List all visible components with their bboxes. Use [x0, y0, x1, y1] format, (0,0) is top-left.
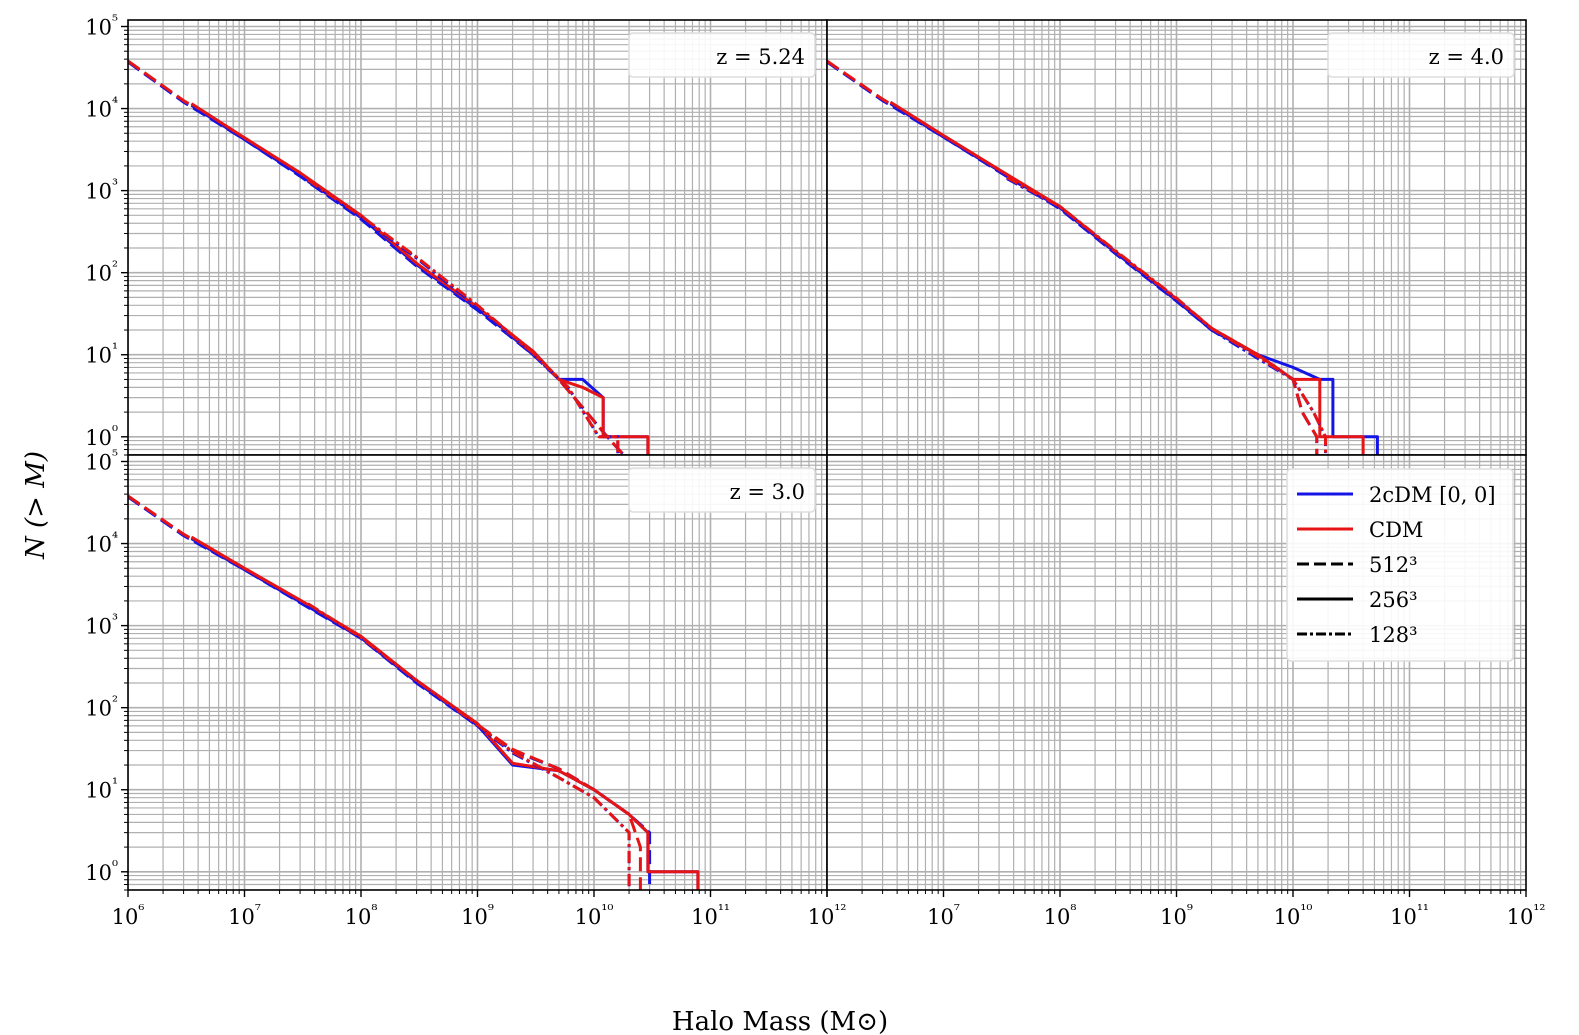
- legend-label: 2cDM [0, 0]: [1369, 483, 1496, 507]
- panel-bottom-left: z = 3.0 10⁶ 10⁷ 10⁸ 10⁹ 10¹⁰ 10¹¹ 10¹² 10⁰ 10¹ 10²…: [85, 446, 846, 929]
- x-tick-label: 10⁹: [1160, 901, 1193, 929]
- y-axis-label: N (> M): [21, 451, 51, 560]
- x-tick-label: 10⁹: [461, 901, 494, 929]
- legend: 2cDM [0, 0] CDM 512³ 256³ 128³: [1286, 468, 1514, 662]
- y-tick-label: 10⁴: [85, 94, 118, 122]
- y-tick-label: 10²: [85, 258, 118, 286]
- redshift-annotation: z = 4.0: [1429, 45, 1504, 69]
- series-line-cdm-dashdot: [307, 602, 631, 890]
- redshift-annotation: z = 5.24: [716, 45, 805, 69]
- legend-label: 128³: [1369, 623, 1418, 647]
- x-tick-label: 10⁸: [345, 901, 378, 929]
- x-tick-label: 10¹²: [808, 901, 847, 929]
- y-tick-label: 10²: [85, 693, 118, 721]
- x-tick-label: 10¹²: [1507, 901, 1546, 929]
- x-tick-label: 10¹¹: [1390, 901, 1429, 929]
- y-tick-label: 10³: [85, 611, 118, 639]
- legend-box: [1286, 468, 1514, 662]
- series-line-cdm-dashdot: [1006, 176, 1327, 455]
- redshift-annotation-box: [628, 467, 816, 513]
- grid: [128, 20, 827, 455]
- y-tick-label: 10³: [85, 176, 118, 204]
- ticks: 10⁶ 10⁷ 10⁸ 10⁹ 10¹⁰ 10¹¹ 10¹² 10⁰ 10¹ 10² 10³ 10⁴ 1…: [85, 446, 846, 929]
- x-tick-label: 10¹⁰: [1274, 901, 1313, 929]
- x-tick-label: 10¹¹: [691, 901, 730, 929]
- y-tick-label: 10⁴: [85, 529, 118, 557]
- x-axis-label: Halo Mass (M⊙): [672, 1007, 888, 1035]
- y-tick-label: 10¹: [85, 340, 118, 368]
- series-group: [128, 494, 700, 890]
- series-group: [827, 59, 1379, 455]
- y-tick-label: 10⁰: [85, 857, 118, 885]
- grid: [827, 20, 1526, 455]
- redshift-annotation-box: [1327, 32, 1515, 78]
- series-group: [128, 59, 650, 455]
- redshift-annotation-box: [628, 32, 816, 78]
- x-tick-label: 10⁸: [1044, 901, 1077, 929]
- panel-top-right: z = 4.0: [826, 19, 1527, 456]
- ticks: 10⁷ 10⁸ 10⁹ 10¹⁰ 10¹¹ 10¹²: [826, 890, 1546, 929]
- series-line-cdm-dashdot: [307, 178, 620, 455]
- legend-label: 256³: [1369, 588, 1418, 612]
- x-tick-label: 10⁷: [228, 901, 261, 929]
- x-tick-label: 10⁷: [927, 901, 960, 929]
- y-tick-label: 10⁵: [85, 11, 118, 39]
- legend-label: 512³: [1369, 553, 1418, 577]
- y-tick-label: 10¹: [85, 775, 118, 803]
- x-tick-label: 10⁶: [112, 901, 145, 929]
- y-tick-label: 10⁵: [85, 446, 118, 474]
- legend-label: CDM: [1369, 518, 1423, 542]
- redshift-annotation: z = 3.0: [730, 480, 805, 504]
- grid: [827, 455, 1526, 890]
- x-tick-label: 10¹⁰: [575, 901, 614, 929]
